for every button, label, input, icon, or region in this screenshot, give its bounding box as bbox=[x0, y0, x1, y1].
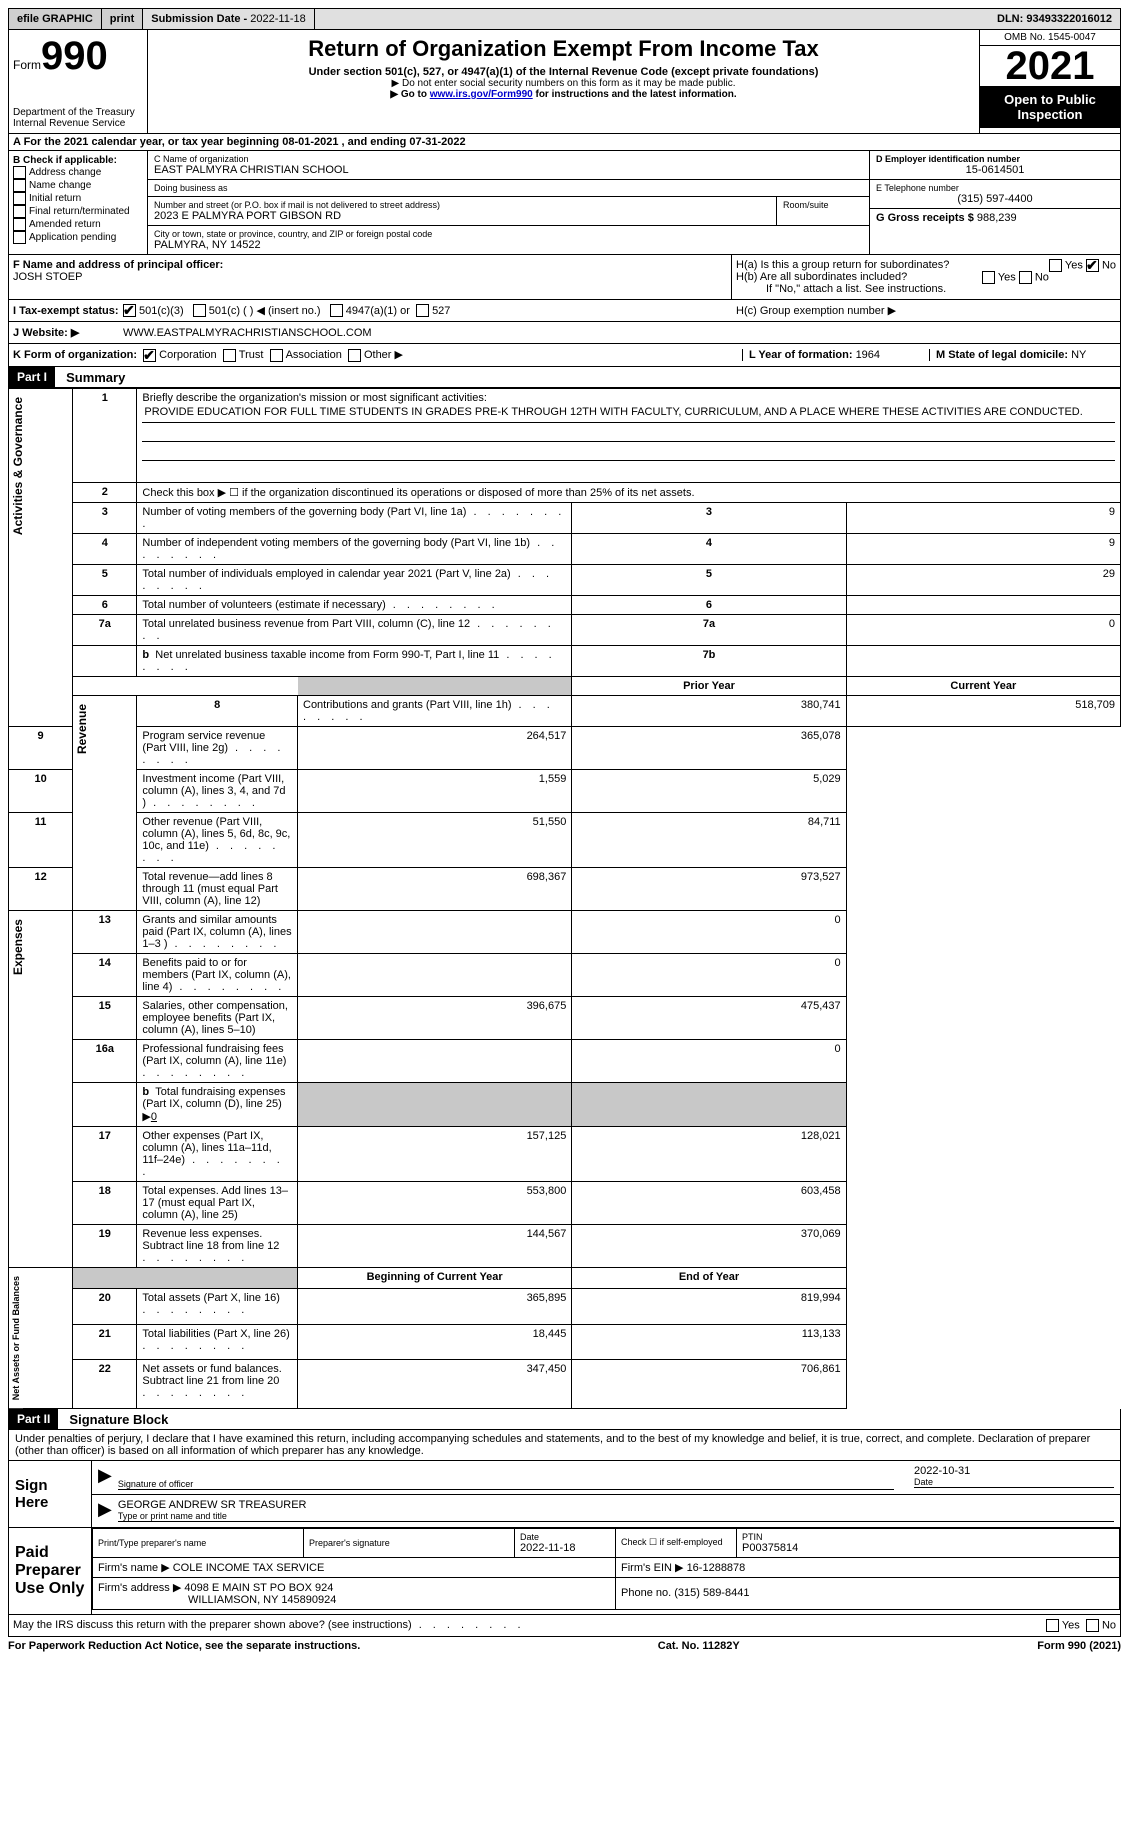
firm-ein: 16-1288878 bbox=[687, 1562, 746, 1574]
val-4: 9 bbox=[846, 533, 1120, 564]
row-i: I Tax-exempt status: 501(c)(3) 501(c) ( … bbox=[8, 300, 1121, 322]
cb-discuss-yes[interactable] bbox=[1046, 1619, 1059, 1632]
fundraising-total: 0 bbox=[151, 1111, 157, 1123]
form-subtitle: Under section 501(c), 527, or 4947(a)(1)… bbox=[154, 66, 973, 78]
submission-date: Submission Date - 2022-11-18 bbox=[143, 9, 314, 29]
cat-no: Cat. No. 11282Y bbox=[658, 1640, 740, 1652]
part-2-header: Part II Signature Block bbox=[8, 1409, 1121, 1430]
form-number: Form990 bbox=[13, 34, 143, 79]
cb-amended[interactable] bbox=[13, 218, 26, 231]
cb-ha-yes[interactable] bbox=[1049, 259, 1062, 272]
firm-city: WILLIAMSON, NY 145890924 bbox=[98, 1594, 336, 1606]
tab-net-assets: Net Assets or Fund Balances bbox=[9, 1268, 23, 1408]
perjury-declaration: Under penalties of perjury, I declare th… bbox=[8, 1430, 1121, 1461]
firm-name: COLE INCOME TAX SERVICE bbox=[173, 1562, 325, 1574]
instr-ssn: ▶ Do not enter social security numbers o… bbox=[154, 78, 973, 89]
c8: 518,709 bbox=[846, 695, 1120, 726]
sig-date: 2022-10-31 bbox=[914, 1465, 1114, 1477]
h-a: H(a) Is this a group return for subordin… bbox=[736, 259, 1116, 271]
sign-here-label: Sign Here bbox=[9, 1461, 92, 1527]
website: WWW.EASTPALMYRACHRISTIANSCHOOL.COM bbox=[123, 327, 372, 339]
officer-typed-name: GEORGE ANDREW SR TREASURER bbox=[118, 1499, 1114, 1511]
line-2: Check this box ▶ ☐ if the organization d… bbox=[137, 482, 1121, 502]
h-b-note: If "No," attach a list. See instructions… bbox=[736, 283, 1116, 295]
cb-hb-no[interactable] bbox=[1019, 271, 1032, 284]
ptin: P00375814 bbox=[742, 1542, 798, 1554]
cb-initial-return[interactable] bbox=[13, 192, 26, 205]
gross-receipts: 988,239 bbox=[977, 212, 1017, 224]
val-6 bbox=[846, 595, 1120, 614]
h-c: H(c) Group exemption number ▶ bbox=[736, 304, 1116, 317]
cb-corp[interactable] bbox=[143, 349, 156, 362]
form-header: Form990 Department of the Treasury Inter… bbox=[8, 30, 1121, 134]
p8: 380,741 bbox=[572, 695, 846, 726]
cb-4947[interactable] bbox=[330, 304, 343, 317]
col-d-contact: D Employer identification number 15-0614… bbox=[870, 151, 1120, 254]
form-title: Return of Organization Exempt From Incom… bbox=[154, 36, 973, 62]
firm-phone: (315) 589-8441 bbox=[674, 1587, 749, 1599]
col-b-checkboxes: B Check if applicable: Address change Na… bbox=[9, 151, 148, 254]
instr-link: ▶ Go to www.irs.gov/Form990 for instruct… bbox=[154, 89, 973, 100]
val-3: 9 bbox=[846, 502, 1120, 533]
self-employed-check[interactable]: Check ☐ if self-employed bbox=[621, 1537, 731, 1548]
cb-527[interactable] bbox=[416, 304, 429, 317]
row-k: K Form of organization: Corporation Trus… bbox=[8, 344, 1121, 367]
cb-hb-yes[interactable] bbox=[982, 271, 995, 284]
val-5: 29 bbox=[846, 564, 1120, 595]
prep-date: 2022-11-18 bbox=[520, 1542, 575, 1554]
cb-address-change[interactable] bbox=[13, 166, 26, 179]
col-c-org: C Name of organization EAST PALMYRA CHRI… bbox=[148, 151, 870, 254]
street-address: 2023 E PALMYRA PORT GIBSON RD bbox=[154, 210, 770, 222]
cb-ha-no[interactable] bbox=[1086, 259, 1099, 272]
open-inspection: Open to Public Inspection bbox=[980, 86, 1120, 128]
cb-name-change[interactable] bbox=[13, 179, 26, 192]
discuss-row: May the IRS discuss this return with the… bbox=[8, 1615, 1121, 1637]
form-ref: Form 990 (2021) bbox=[1037, 1640, 1121, 1652]
cb-app-pending[interactable] bbox=[13, 231, 26, 244]
part-1-header: Part I Summary bbox=[8, 367, 1121, 388]
officer-label: F Name and address of principal officer: bbox=[13, 259, 727, 271]
telephone: (315) 597-4400 bbox=[876, 193, 1114, 205]
row-j: J Website: ▶ WWW.EASTPALMYRACHRISTIANSCH… bbox=[8, 322, 1121, 344]
state-domicile: NY bbox=[1071, 349, 1086, 361]
org-name: EAST PALMYRA CHRISTIAN SCHOOL bbox=[154, 164, 863, 176]
ein: 15-0614501 bbox=[876, 164, 1114, 176]
cb-final-return[interactable] bbox=[13, 205, 26, 218]
firm-address: 4098 E MAIN ST PO BOX 924 bbox=[184, 1582, 333, 1594]
cb-trust[interactable] bbox=[223, 349, 236, 362]
cb-501c[interactable] bbox=[193, 304, 206, 317]
efile-label: efile GRAPHIC bbox=[9, 9, 102, 29]
cb-other[interactable] bbox=[348, 349, 361, 362]
section-a: A For the 2021 calendar year, or tax yea… bbox=[8, 134, 1121, 151]
officer-name: JOSH STOEP bbox=[13, 271, 727, 283]
dln: DLN: 93493322016012 bbox=[989, 9, 1120, 29]
val-7b bbox=[846, 645, 1120, 676]
irs-link[interactable]: www.irs.gov/Form990 bbox=[430, 89, 533, 100]
dept-treasury: Department of the Treasury bbox=[13, 107, 143, 118]
page-footer: For Paperwork Reduction Act Notice, see … bbox=[8, 1637, 1121, 1655]
irs-label: Internal Revenue Service bbox=[13, 118, 143, 129]
row-f-h: F Name and address of principal officer:… bbox=[8, 255, 1121, 300]
org-info-grid: B Check if applicable: Address change Na… bbox=[8, 151, 1121, 255]
h-b: H(b) Are all subordinates included? Yes … bbox=[736, 271, 1116, 283]
year-formation: 1964 bbox=[856, 349, 880, 361]
tab-activities: Activities & Governance bbox=[9, 389, 27, 543]
paid-preparer-label: Paid Preparer Use Only bbox=[9, 1528, 92, 1614]
paid-preparer-section: Paid Preparer Use Only Print/Type prepar… bbox=[8, 1528, 1121, 1615]
val-7a: 0 bbox=[846, 614, 1120, 645]
sign-here-section: Sign Here ▶ Signature of officer 2022-10… bbox=[8, 1461, 1121, 1528]
paperwork-notice: For Paperwork Reduction Act Notice, see … bbox=[8, 1640, 360, 1652]
city-state-zip: PALMYRA, NY 14522 bbox=[154, 239, 863, 251]
tax-year: 2021 bbox=[980, 46, 1120, 86]
cb-501c3[interactable] bbox=[123, 304, 136, 317]
mission-text: PROVIDE EDUCATION FOR FULL TIME STUDENTS… bbox=[142, 404, 1115, 423]
print-button[interactable]: print bbox=[102, 9, 143, 29]
part-1-table: Activities & Governance 1 Briefly descri… bbox=[8, 388, 1121, 1409]
cb-discuss-no[interactable] bbox=[1086, 1619, 1099, 1632]
top-toolbar: efile GRAPHIC print Submission Date - 20… bbox=[8, 8, 1121, 30]
tab-revenue: Revenue bbox=[73, 696, 91, 762]
cb-assoc[interactable] bbox=[270, 349, 283, 362]
tab-expenses: Expenses bbox=[9, 911, 27, 983]
